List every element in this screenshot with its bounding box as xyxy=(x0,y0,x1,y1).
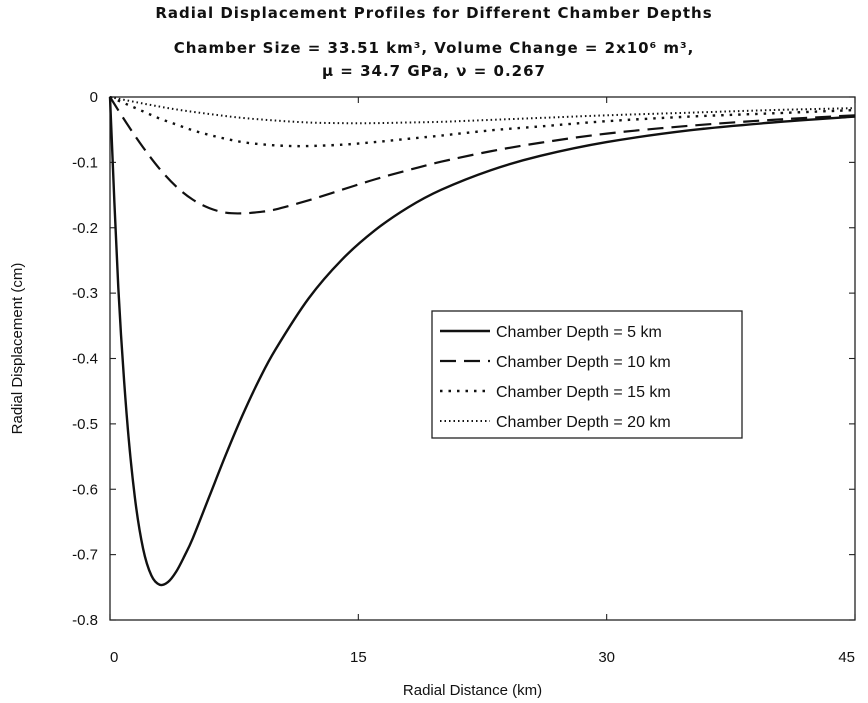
legend-label-4: Chamber Depth = 20 km xyxy=(496,414,671,431)
y-tick-label: -0.3 xyxy=(72,285,98,302)
x-tick-label: 15 xyxy=(350,649,367,666)
series-line-1 xyxy=(108,96,856,587)
x-tick-label: 30 xyxy=(598,649,615,666)
y-axis-label: Radial Displacement (cm) xyxy=(9,263,26,435)
series-line-3 xyxy=(109,95,856,148)
series-line-2 xyxy=(109,96,856,215)
y-tick-label: -0.2 xyxy=(72,220,98,237)
chart-subtitle-1: Chamber Size = 33.51 km³, Volume Change … xyxy=(173,39,695,57)
x-axis-label: Radial Distance (km) xyxy=(403,682,542,699)
legend-label-2: Chamber Depth = 10 km xyxy=(496,354,671,371)
y-tick-label: -0.4 xyxy=(72,351,98,368)
legend-label-3: Chamber Depth = 15 km xyxy=(496,384,671,401)
legend-label-1: Chamber Depth = 5 km xyxy=(496,324,662,341)
x-tick-label: 45 xyxy=(838,649,855,666)
y-tick-label: -0.6 xyxy=(72,481,98,498)
y-tick-label: -0.7 xyxy=(72,547,98,564)
y-tick-label: 0 xyxy=(90,89,98,106)
chart-subtitle-2: μ = 34.7 GPa, ν = 0.267 xyxy=(322,62,546,80)
y-tick-label: -0.5 xyxy=(72,416,98,433)
y-tick-label: -0.8 xyxy=(72,612,98,629)
x-tick-label: 0 xyxy=(110,649,118,666)
chart-title: Radial Displacement Profiles for Differe… xyxy=(155,4,713,22)
series-line-4 xyxy=(109,96,856,125)
y-tick-label: -0.1 xyxy=(72,154,98,171)
